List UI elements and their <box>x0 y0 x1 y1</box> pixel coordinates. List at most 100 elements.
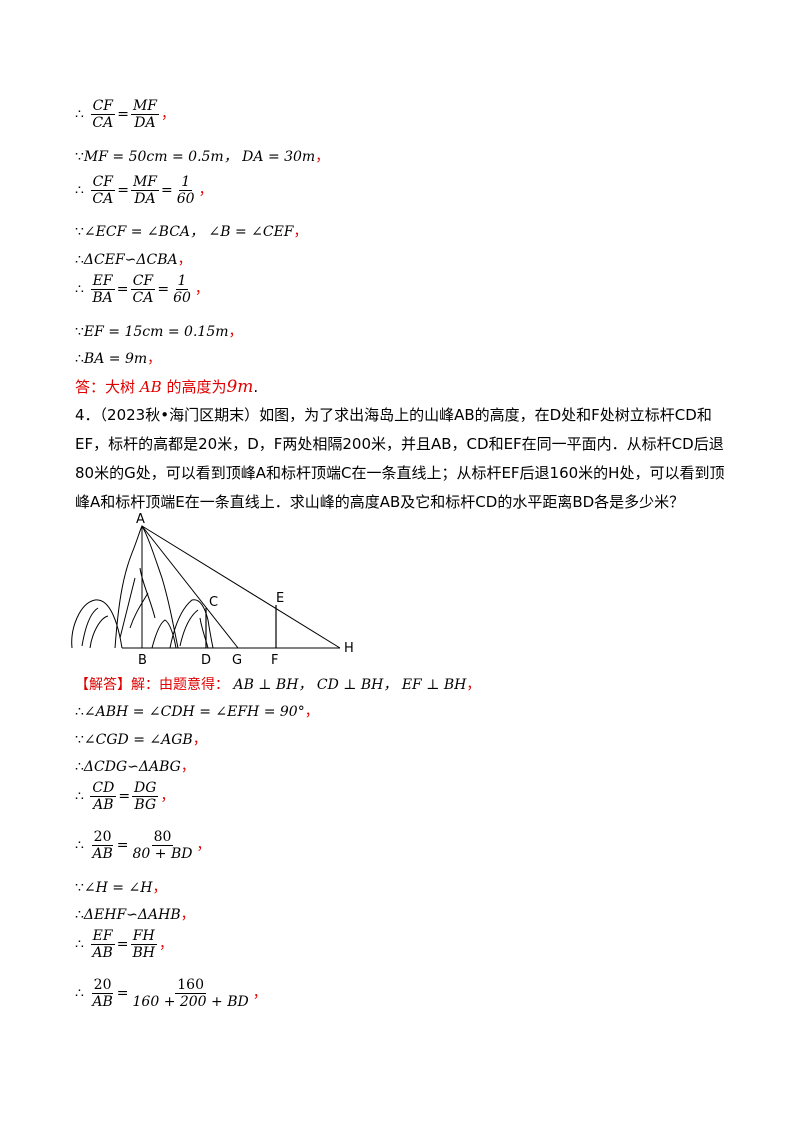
denominator: 60 <box>173 290 191 306</box>
problem-paragraph: 4．（2023秋•海门区期末）如图，为了求出海岛上的山峰AB的高度，在D处和F处… <box>75 401 735 517</box>
solution-head: 【解答】解：由题意得： AB ⊥ BH， CD ⊥ BH， EF ⊥ BH， <box>75 674 480 694</box>
mountain-figure: A B C D E F G H <box>71 512 354 668</box>
denominator: AB <box>92 945 113 961</box>
therefore-symbol: ∴ <box>75 788 84 805</box>
label-D: D <box>201 653 211 668</box>
step-text: ΔCEF∽ΔCBA <box>83 252 178 268</box>
problem-text: 如图，为了求出海岛上的山峰AB的高度，在D处和F处树立标杆CD和EF，标杆的高都… <box>75 406 725 511</box>
problem-source: （2023秋•海门区期末） <box>99 406 260 424</box>
label-E: E <box>276 591 284 606</box>
comma: ， <box>252 985 267 1002</box>
step-text: ∠ABH = ∠CDH = ∠EFH = 90° <box>83 704 305 720</box>
answer-prefix: 答：大树 <box>75 378 136 396</box>
label-H: H <box>344 641 354 656</box>
denominator: BA <box>92 290 113 306</box>
fraction: EF BA <box>90 273 115 306</box>
fraction: 160 160 + 200 + BD <box>131 977 251 1010</box>
numerator: 20 <box>91 829 114 846</box>
because-symbol: ∵ <box>75 149 84 165</box>
step-b1: ∴∠ABH = ∠CDH = ∠EFH = 90°， <box>75 701 319 721</box>
numerator: CD <box>90 780 117 797</box>
numerator: MF <box>130 174 159 191</box>
step-8: ∴BA = 9m， <box>75 348 161 368</box>
label-B: B <box>138 653 147 668</box>
fraction: MF DA <box>130 98 159 131</box>
because-symbol: ∵ <box>75 224 84 240</box>
denominator: AB <box>92 846 113 862</box>
step-b5: ∴ 20 AB = 80 80 + BD， <box>75 829 211 862</box>
numerator: 1 <box>175 273 189 290</box>
comma: ， <box>152 880 167 896</box>
because-symbol: ∵ <box>75 732 84 748</box>
fraction: CF CA <box>130 273 156 306</box>
therefore-symbol: ∴ <box>75 106 84 123</box>
fraction: CF CA <box>90 174 115 207</box>
step-text: ∠CGD = ∠AGB <box>83 732 193 748</box>
comma: ， <box>160 788 175 805</box>
numerator: EF <box>90 273 115 290</box>
therefore-symbol: ∴ <box>75 281 84 298</box>
step-2: ∵MF = 50cm = 0.5m， DA = 30m， <box>75 146 329 166</box>
step-text: BA = 9m <box>83 351 148 367</box>
fraction: 1 60 <box>171 273 193 306</box>
label-A: A <box>136 512 145 527</box>
because-symbol: ∵ <box>75 880 84 896</box>
denominator: AB <box>93 797 114 813</box>
comma: ， <box>228 324 243 340</box>
comma: ， <box>196 837 211 854</box>
denominator: 80 + BD <box>132 846 193 862</box>
denominator: CA <box>92 115 114 131</box>
step-text: EF = 15cm = 0.15m <box>83 324 229 340</box>
fraction: CD AB <box>90 780 117 813</box>
therefore-symbol: ∴ <box>75 351 84 367</box>
step-5: ∴ΔCEF∽ΔCBA， <box>75 249 192 269</box>
because-symbol: ∵ <box>75 324 84 340</box>
fraction: 20 AB <box>90 977 114 1010</box>
numerator: DG <box>132 780 159 797</box>
label-G: G <box>232 653 242 668</box>
denominator: AB <box>92 994 113 1010</box>
denominator: 160 + 200 + BD <box>132 994 249 1010</box>
numerator: CF <box>130 273 156 290</box>
step-b8: ∴ EF AB = FH BH， <box>75 928 174 961</box>
fraction: CF CA <box>90 98 115 131</box>
step-7: ∵EF = 15cm = 0.15m， <box>75 321 243 341</box>
therefore-symbol: ∴ <box>75 936 84 953</box>
answer-line: 答：大树 AB 的高度为9m. <box>75 376 258 397</box>
numerator: 80 <box>151 829 174 846</box>
answer-variable: AB <box>139 378 162 396</box>
step-text: ∠ECF = ∠BCA， ∠B = ∠CEF <box>83 224 294 240</box>
comma: ， <box>159 936 174 953</box>
therefore-symbol: ∴ <box>75 907 84 923</box>
numerator: MF <box>130 98 159 115</box>
step-text: ∠H = ∠H <box>83 880 153 896</box>
denominator: CA <box>92 191 114 207</box>
comma: ， <box>315 149 330 165</box>
denominator: 60 <box>176 191 195 207</box>
fraction: 20 AB <box>90 829 114 862</box>
step-text: MF = 50cm = 0.5m， DA = 30m <box>83 149 316 165</box>
denominator: DA <box>134 115 156 131</box>
step-3: ∴ CF CA = MF DA = 1 60， <box>75 174 213 207</box>
step-4: ∵∠ECF = ∠BCA， ∠B = ∠CEF， <box>75 221 308 241</box>
comma: ， <box>466 677 481 693</box>
answer-end: . <box>253 378 259 396</box>
comma: ， <box>161 106 175 123</box>
numerator: 20 <box>91 977 114 994</box>
comma: ， <box>177 252 192 268</box>
step-b6: ∵∠H = ∠H， <box>75 877 166 897</box>
step-1: ∴ CF CA = MF DA， <box>75 98 175 131</box>
therefore-symbol: ∴ <box>75 704 84 720</box>
numerator: CF <box>90 98 115 115</box>
fraction: EF AB <box>90 928 115 961</box>
numerator: 1 <box>179 174 193 191</box>
numerator: CF <box>90 174 115 191</box>
step-b2: ∵∠CGD = ∠AGB， <box>75 729 207 749</box>
label-C: C <box>209 595 218 610</box>
solution-math: AB ⊥ BH， CD ⊥ BH， EF ⊥ BH <box>233 677 467 693</box>
step-6: ∴ EF BA = CF CA = 1 60， <box>75 273 209 306</box>
denominator: BG <box>134 797 157 813</box>
numerator: 160 <box>175 977 206 994</box>
numerator: FH <box>130 928 157 945</box>
numerator: EF <box>90 928 115 945</box>
